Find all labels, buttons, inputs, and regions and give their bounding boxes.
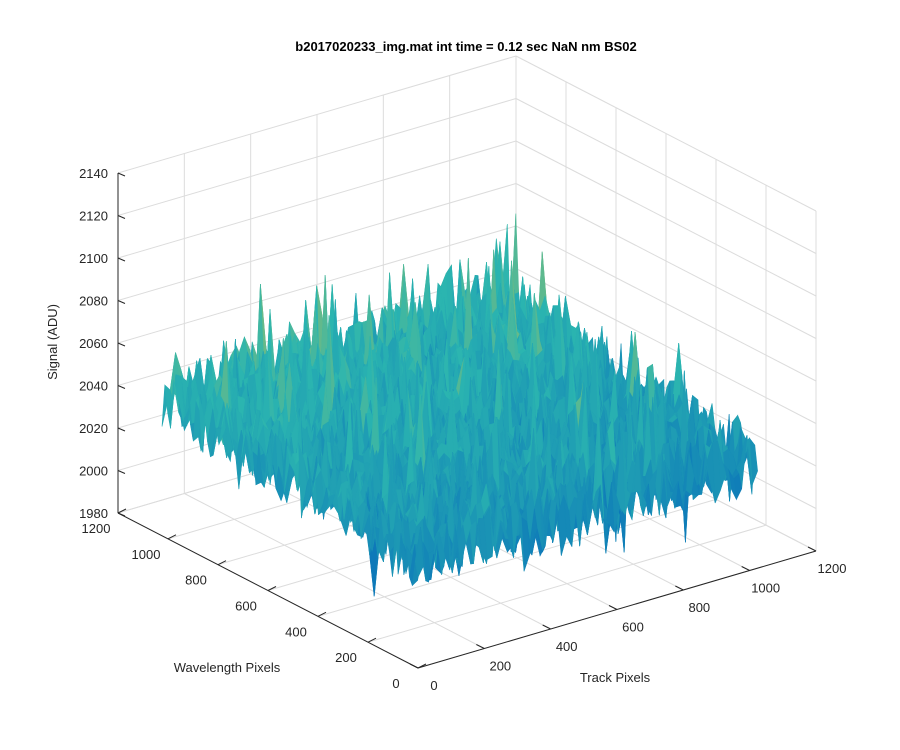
grid-line	[515, 55, 817, 212]
grid-line	[117, 183, 517, 301]
surface-layer	[161, 213, 758, 597]
grid-line	[117, 98, 517, 216]
grid-line	[515, 183, 817, 339]
grid-line	[515, 268, 817, 424]
grid-line	[515, 225, 817, 382]
grid-line	[117, 55, 517, 174]
grid-line	[117, 225, 517, 344]
grid-line	[117, 140, 517, 259]
grid-line	[367, 524, 767, 643]
grid-line	[317, 498, 717, 617]
grid-line	[515, 98, 817, 254]
grid-line	[515, 140, 817, 297]
